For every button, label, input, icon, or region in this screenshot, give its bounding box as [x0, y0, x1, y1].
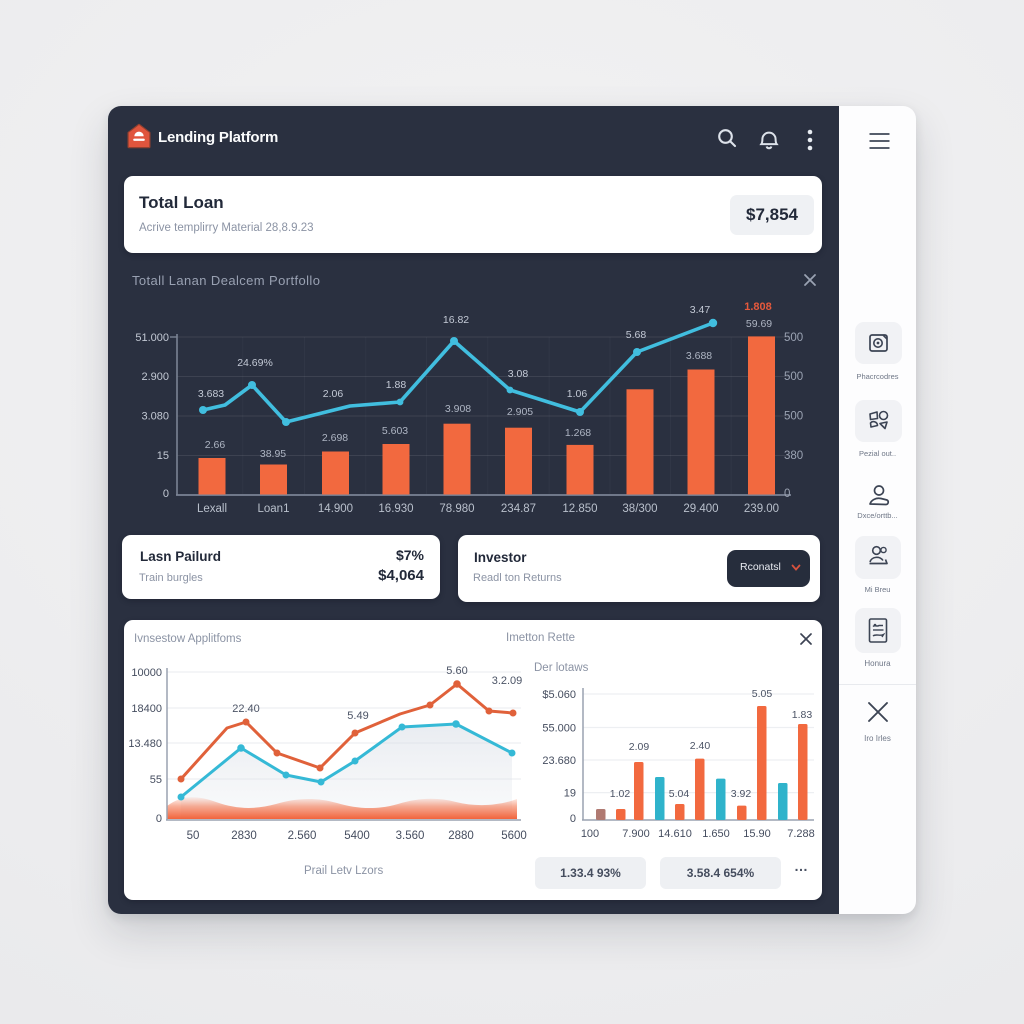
- svg-text:0: 0: [163, 488, 169, 500]
- svg-text:2.698: 2.698: [322, 432, 348, 444]
- svg-text:13.480: 13.480: [128, 738, 162, 750]
- svg-text:38/300: 38/300: [622, 503, 657, 515]
- svg-text:5.68: 5.68: [626, 329, 647, 341]
- svg-text:15: 15: [157, 450, 169, 462]
- svg-text:5.04: 5.04: [669, 788, 690, 800]
- svg-text:2.40: 2.40: [690, 740, 711, 752]
- svg-text:19: 19: [564, 788, 576, 800]
- svg-text:1.06: 1.06: [567, 388, 588, 400]
- svg-text:5.49: 5.49: [347, 710, 368, 722]
- svg-text:3.560: 3.560: [396, 830, 425, 842]
- svg-text:22.40: 22.40: [232, 703, 260, 715]
- svg-text:500: 500: [784, 332, 803, 344]
- svg-text:7.288: 7.288: [787, 828, 815, 840]
- svg-text:55.000: 55.000: [542, 723, 576, 735]
- svg-text:16.930: 16.930: [378, 503, 413, 515]
- svg-text:5.603: 5.603: [382, 425, 408, 437]
- svg-text:50: 50: [187, 830, 200, 842]
- svg-text:29.400: 29.400: [683, 503, 718, 515]
- svg-text:2.900: 2.900: [141, 371, 169, 383]
- svg-text:5.05: 5.05: [752, 688, 773, 700]
- svg-text:59.69: 59.69: [746, 318, 772, 330]
- svg-text:500: 500: [784, 371, 803, 383]
- svg-text:0: 0: [570, 813, 576, 825]
- svg-text:2.06: 2.06: [323, 388, 344, 400]
- svg-text:3.92: 3.92: [731, 788, 752, 800]
- svg-text:14.610: 14.610: [658, 828, 692, 840]
- svg-text:3.080: 3.080: [141, 411, 169, 423]
- svg-text:1.808: 1.808: [744, 301, 772, 313]
- svg-text:23.680: 23.680: [542, 755, 576, 767]
- svg-text:15.90: 15.90: [743, 828, 771, 840]
- svg-text:Lexall: Lexall: [197, 503, 227, 515]
- svg-text:7.900: 7.900: [622, 828, 650, 840]
- svg-text:51.000: 51.000: [135, 332, 169, 344]
- svg-text:12.850: 12.850: [562, 503, 597, 515]
- svg-text:2.560: 2.560: [288, 830, 317, 842]
- svg-text:2830: 2830: [231, 830, 257, 842]
- svg-text:0: 0: [156, 813, 162, 825]
- svg-text:Loan1: Loan1: [258, 503, 290, 515]
- svg-text:380: 380: [784, 450, 803, 462]
- svg-text:2880: 2880: [448, 830, 474, 842]
- svg-text:5400: 5400: [344, 830, 370, 842]
- svg-text:100: 100: [581, 828, 599, 840]
- svg-text:2.09: 2.09: [629, 741, 650, 753]
- svg-text:234.87: 234.87: [501, 503, 536, 515]
- svg-text:1.02: 1.02: [610, 788, 631, 800]
- svg-text:1.268: 1.268: [565, 427, 591, 439]
- svg-text:1.83: 1.83: [792, 709, 813, 721]
- svg-text:5600: 5600: [501, 830, 527, 842]
- svg-text:2.66: 2.66: [205, 439, 226, 451]
- svg-text:18400: 18400: [131, 703, 162, 715]
- svg-text:24.69%: 24.69%: [237, 357, 273, 369]
- svg-text:3.2.09: 3.2.09: [492, 675, 523, 687]
- svg-text:3.08: 3.08: [508, 368, 529, 380]
- svg-text:3.908: 3.908: [445, 403, 471, 415]
- svg-text:55: 55: [150, 774, 162, 786]
- svg-text:1.650: 1.650: [702, 828, 730, 840]
- svg-text:5.60: 5.60: [446, 665, 467, 677]
- svg-text:16.82: 16.82: [443, 314, 469, 326]
- svg-text:2.905: 2.905: [507, 406, 533, 418]
- svg-text:38.95: 38.95: [260, 448, 286, 460]
- svg-text:500: 500: [784, 411, 803, 423]
- svg-text:10000: 10000: [131, 667, 162, 679]
- svg-text:3.688: 3.688: [686, 350, 712, 362]
- svg-text:3.683: 3.683: [198, 388, 224, 400]
- svg-text:3.47: 3.47: [690, 304, 711, 316]
- svg-text:1.88: 1.88: [386, 379, 407, 391]
- svg-text:14.900: 14.900: [318, 503, 353, 515]
- svg-text:$5.060: $5.060: [542, 689, 576, 701]
- svg-text:0: 0: [784, 488, 790, 500]
- svg-text:78.980: 78.980: [439, 503, 474, 515]
- svg-text:239.00: 239.00: [744, 503, 779, 515]
